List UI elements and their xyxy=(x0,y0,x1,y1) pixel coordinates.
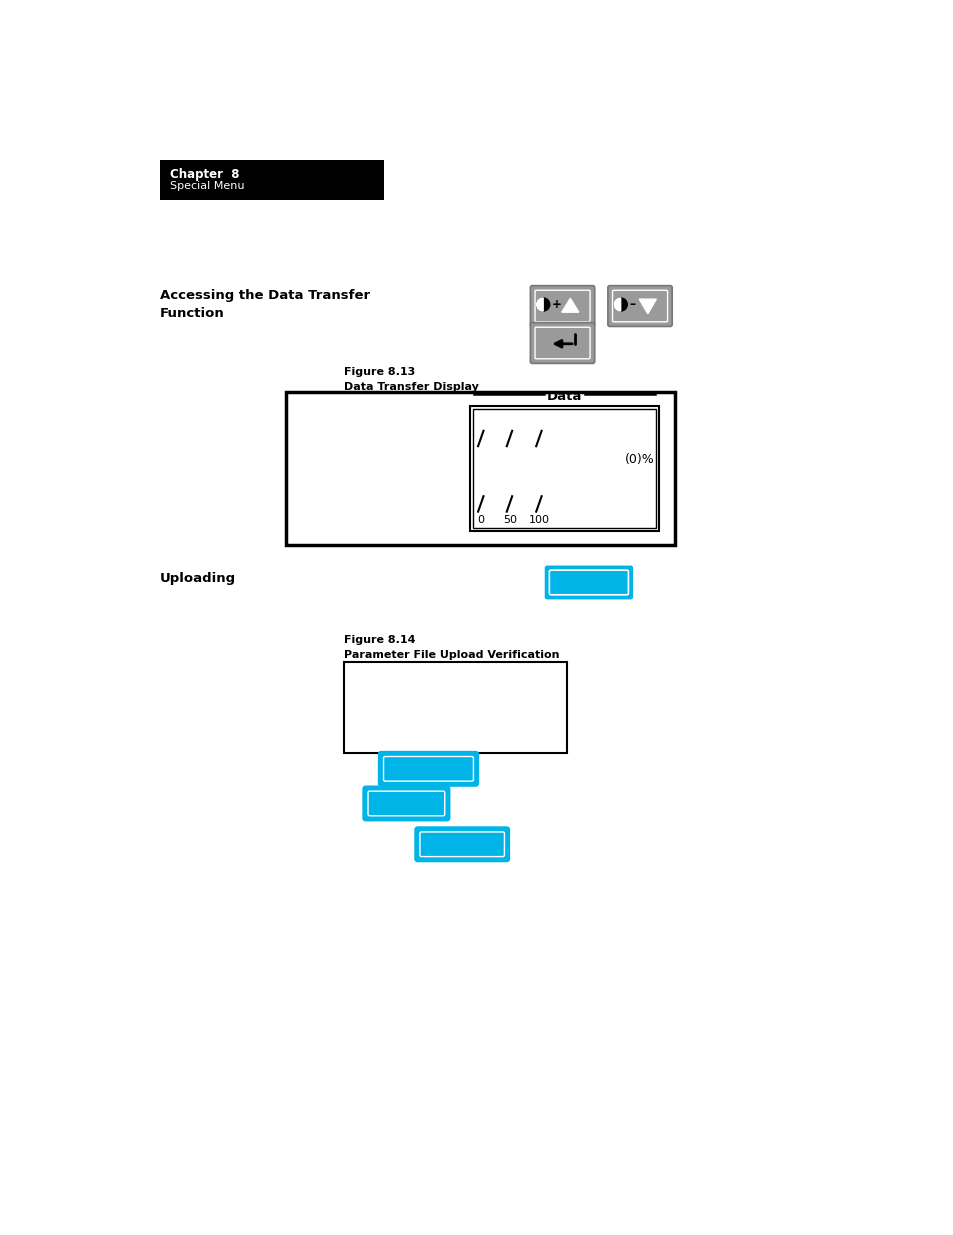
FancyBboxPatch shape xyxy=(544,566,633,599)
FancyBboxPatch shape xyxy=(469,406,659,531)
FancyBboxPatch shape xyxy=(612,290,667,322)
Text: 100: 100 xyxy=(528,515,549,525)
Text: (0)%: (0)% xyxy=(624,453,654,466)
Text: Data Transfer Display: Data Transfer Display xyxy=(344,383,478,393)
FancyBboxPatch shape xyxy=(607,285,672,326)
Text: Special Menu: Special Menu xyxy=(170,182,244,191)
FancyBboxPatch shape xyxy=(363,787,449,820)
Text: Parameter File Upload Verification: Parameter File Upload Verification xyxy=(344,651,558,661)
Text: 0: 0 xyxy=(477,515,484,525)
FancyBboxPatch shape xyxy=(472,409,656,527)
FancyBboxPatch shape xyxy=(535,327,590,359)
FancyBboxPatch shape xyxy=(535,290,590,322)
Circle shape xyxy=(536,298,549,311)
Text: 50: 50 xyxy=(502,515,517,525)
Polygon shape xyxy=(639,299,656,314)
Text: Function: Function xyxy=(159,308,224,320)
Text: –: – xyxy=(629,298,635,311)
FancyBboxPatch shape xyxy=(344,662,567,752)
FancyBboxPatch shape xyxy=(530,285,594,326)
Text: Uploading: Uploading xyxy=(159,572,235,585)
FancyBboxPatch shape xyxy=(530,322,594,363)
FancyBboxPatch shape xyxy=(415,827,509,861)
Text: Accessing the Data Transfer: Accessing the Data Transfer xyxy=(159,289,369,303)
FancyBboxPatch shape xyxy=(159,159,384,200)
Wedge shape xyxy=(614,298,620,311)
Text: Data: Data xyxy=(546,390,581,403)
FancyBboxPatch shape xyxy=(286,393,674,545)
Text: Figure 8.14: Figure 8.14 xyxy=(344,635,416,645)
Text: Figure 8.13: Figure 8.13 xyxy=(344,367,415,377)
FancyBboxPatch shape xyxy=(378,752,477,785)
Text: +: + xyxy=(552,298,561,311)
Polygon shape xyxy=(561,299,578,312)
Circle shape xyxy=(614,298,627,311)
Text: Chapter  8: Chapter 8 xyxy=(170,168,239,182)
Wedge shape xyxy=(536,298,542,311)
